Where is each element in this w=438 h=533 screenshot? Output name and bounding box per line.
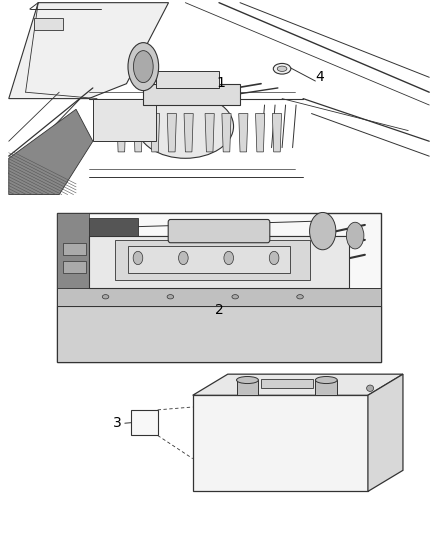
- Bar: [9, 3, 429, 216]
- Text: 3: 3: [113, 416, 122, 430]
- Bar: [89, 217, 138, 236]
- Ellipse shape: [167, 295, 173, 299]
- Polygon shape: [34, 18, 64, 30]
- Ellipse shape: [232, 295, 238, 299]
- Polygon shape: [205, 114, 214, 152]
- Polygon shape: [237, 380, 258, 395]
- Polygon shape: [134, 114, 143, 152]
- Polygon shape: [150, 114, 159, 152]
- Polygon shape: [193, 374, 403, 395]
- Polygon shape: [222, 114, 231, 152]
- Polygon shape: [239, 114, 248, 152]
- Polygon shape: [167, 114, 177, 152]
- Ellipse shape: [128, 43, 159, 91]
- Text: 2: 2: [215, 303, 223, 317]
- Polygon shape: [128, 246, 290, 273]
- Bar: [57, 213, 381, 362]
- Polygon shape: [193, 395, 368, 491]
- Ellipse shape: [237, 376, 258, 384]
- Ellipse shape: [297, 295, 304, 299]
- Ellipse shape: [277, 66, 287, 71]
- Ellipse shape: [310, 213, 336, 250]
- Polygon shape: [9, 3, 169, 99]
- Ellipse shape: [315, 376, 337, 384]
- Polygon shape: [272, 114, 282, 152]
- Ellipse shape: [179, 251, 188, 265]
- Polygon shape: [115, 240, 310, 280]
- Bar: [57, 306, 381, 362]
- Polygon shape: [184, 114, 193, 152]
- Bar: [64, 243, 86, 255]
- Polygon shape: [156, 71, 219, 88]
- FancyBboxPatch shape: [168, 220, 270, 243]
- Polygon shape: [9, 109, 93, 195]
- Bar: [131, 410, 158, 435]
- Polygon shape: [315, 380, 337, 395]
- Bar: [261, 379, 313, 388]
- Polygon shape: [368, 374, 403, 491]
- Polygon shape: [93, 99, 156, 141]
- Polygon shape: [89, 236, 349, 288]
- Ellipse shape: [102, 295, 109, 299]
- Ellipse shape: [133, 251, 143, 265]
- Bar: [57, 213, 89, 288]
- Ellipse shape: [224, 251, 233, 265]
- Polygon shape: [143, 84, 240, 105]
- Polygon shape: [117, 114, 126, 152]
- Text: 4: 4: [315, 70, 324, 84]
- Bar: [57, 288, 381, 306]
- Bar: [64, 261, 86, 273]
- Polygon shape: [255, 114, 265, 152]
- Ellipse shape: [273, 63, 291, 74]
- Text: 1: 1: [217, 76, 226, 90]
- Ellipse shape: [269, 251, 279, 265]
- Ellipse shape: [367, 385, 374, 391]
- Ellipse shape: [134, 51, 153, 83]
- Ellipse shape: [346, 222, 364, 249]
- Ellipse shape: [137, 94, 233, 158]
